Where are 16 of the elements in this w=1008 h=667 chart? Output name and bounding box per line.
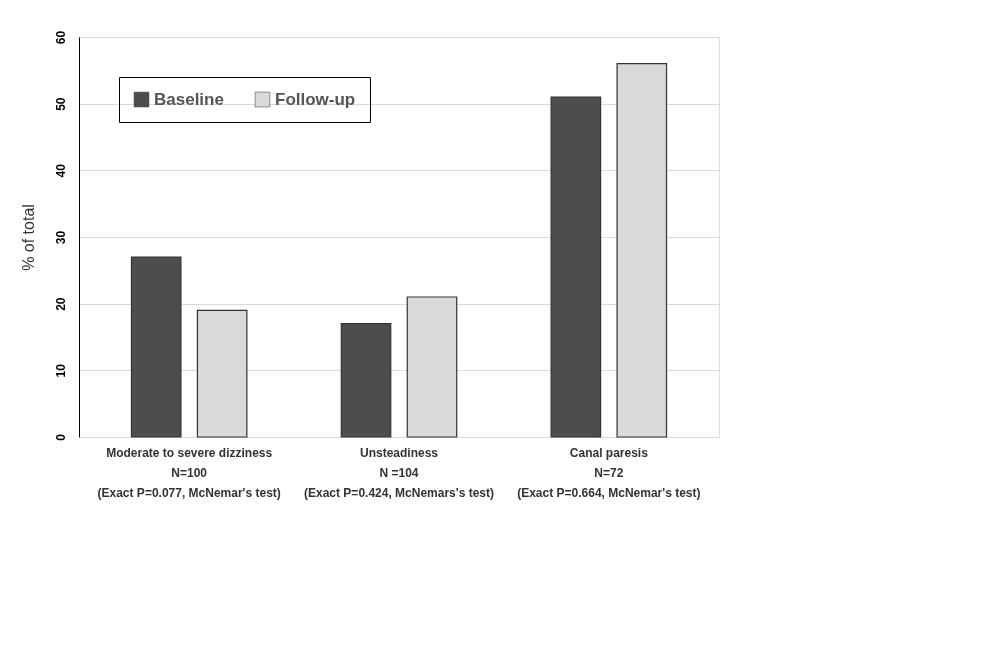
y-tick-label: 20: [53, 297, 68, 311]
y-tick-label: 0: [53, 433, 68, 441]
bar: [550, 96, 602, 438]
y-axis-title: % of total: [19, 204, 37, 271]
y-tick-label: 30: [53, 230, 68, 245]
x-tick-label: Unsteadiness N =104 (Exact P=0.424, McNemars's test): [304, 445, 494, 500]
y-tick-label: 60: [53, 30, 68, 45]
bar: [130, 256, 182, 438]
legend-label: Baseline: [154, 89, 224, 109]
y-tick-label: 10: [53, 363, 68, 378]
y-tick-label: 50: [53, 97, 68, 111]
y-tick-label: 40: [53, 163, 68, 178]
x-tick-label: Moderate to severe dizziness N=100 (Exact P=0.077, McNemar's test): [97, 445, 281, 500]
x-tick-label: Canal paresis N=72 (Exact P=0.664, McNemar's test): [517, 445, 701, 500]
bar: [340, 323, 392, 438]
legend-label: Follow-up: [275, 89, 356, 109]
